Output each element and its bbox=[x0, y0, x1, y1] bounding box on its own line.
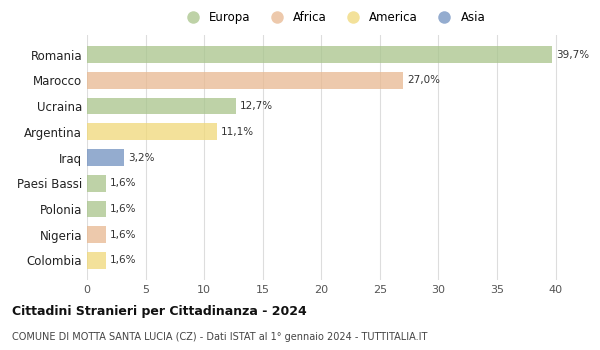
Text: 1,6%: 1,6% bbox=[110, 204, 136, 214]
Text: Cittadini Stranieri per Cittadinanza - 2024: Cittadini Stranieri per Cittadinanza - 2… bbox=[12, 304, 307, 317]
Bar bbox=[87, 124, 217, 140]
Text: 1,6%: 1,6% bbox=[110, 256, 136, 266]
Bar bbox=[87, 226, 106, 243]
Text: 3,2%: 3,2% bbox=[128, 153, 155, 162]
Bar bbox=[87, 252, 106, 269]
Text: 39,7%: 39,7% bbox=[556, 49, 589, 60]
Text: 1,6%: 1,6% bbox=[110, 178, 136, 188]
Bar bbox=[87, 98, 236, 114]
Bar bbox=[87, 201, 106, 217]
Bar bbox=[87, 46, 552, 63]
Bar bbox=[87, 149, 124, 166]
Text: 12,7%: 12,7% bbox=[240, 101, 273, 111]
Bar bbox=[87, 72, 403, 89]
Text: 1,6%: 1,6% bbox=[110, 230, 136, 240]
Text: 27,0%: 27,0% bbox=[407, 75, 440, 85]
Text: COMUNE DI MOTTA SANTA LUCIA (CZ) - Dati ISTAT al 1° gennaio 2024 - TUTTITALIA.IT: COMUNE DI MOTTA SANTA LUCIA (CZ) - Dati … bbox=[12, 332, 427, 343]
Bar bbox=[87, 175, 106, 191]
Text: 11,1%: 11,1% bbox=[221, 127, 254, 137]
Legend: Europa, Africa, America, Asia: Europa, Africa, America, Asia bbox=[181, 11, 485, 24]
